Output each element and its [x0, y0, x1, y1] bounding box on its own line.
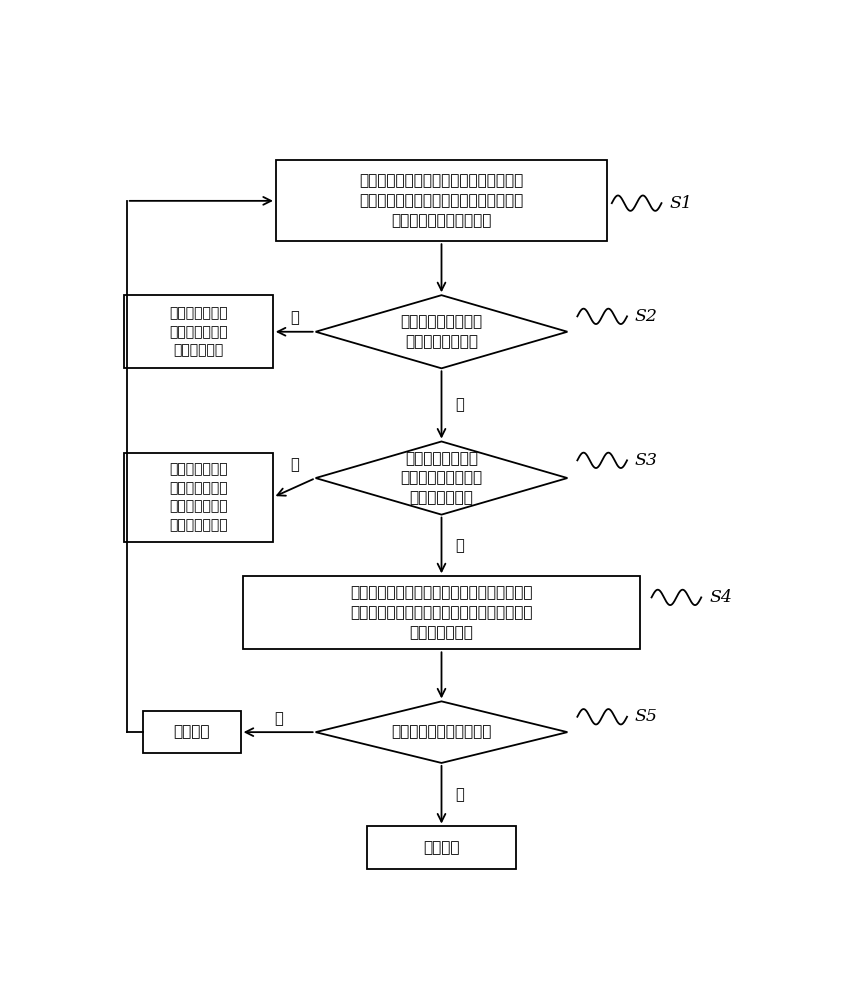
- Bar: [276, 160, 607, 241]
- Text: 下一样品: 下一样品: [174, 725, 210, 740]
- Polygon shape: [315, 441, 568, 515]
- Text: 在电化学伏安法
参数中补偿该参
考电位偏移量: 在电化学伏安法 参数中补偿该参 考电位偏移量: [169, 306, 227, 357]
- Text: 采用清洁电极的
电化学伏安法参
数运行电化学伏
安法以清洁电极: 采用清洁电极的 电化学伏安法参 数运行电化学伏 安法以清洁电极: [169, 463, 227, 532]
- Polygon shape: [315, 701, 568, 763]
- Text: 在纯镀液中，采用指定参数运行电化学伏
安法，从电势、电流及时间数据中得出参
考电位偏移量及剥离电量: 在纯镀液中，采用指定参数运行电化学伏 安法，从电势、电流及时间数据中得出参 考电…: [359, 174, 523, 228]
- Text: 剥离电量与其标准
值之间的误差是否大
于第二预设阈值: 剥离电量与其标准 值之间的误差是否大 于第二预设阈值: [400, 451, 482, 505]
- Bar: [143, 711, 241, 753]
- Text: S2: S2: [635, 308, 657, 325]
- Bar: [124, 295, 273, 368]
- Text: 参考电位偏移量是否
大于第一预设阈值: 参考电位偏移量是否 大于第一预设阈值: [400, 314, 482, 349]
- Text: 结束分析: 结束分析: [423, 840, 460, 855]
- Text: S5: S5: [635, 708, 657, 725]
- Text: 否: 否: [456, 397, 464, 412]
- Text: 是: 是: [274, 711, 282, 726]
- Polygon shape: [315, 295, 568, 368]
- Text: 是: 是: [290, 457, 298, 472]
- Text: 否: 否: [456, 538, 464, 553]
- Bar: [367, 826, 516, 869]
- Text: S4: S4: [709, 589, 732, 606]
- Bar: [243, 576, 640, 649]
- Text: 是否有下一个样品待分析: 是否有下一个样品待分析: [392, 725, 492, 740]
- Text: S1: S1: [669, 195, 693, 212]
- Text: 是: 是: [290, 310, 298, 325]
- Text: 采用分析样品的电化学伏安法参数运行所述电
化学伏安法活化电极后，运行所述电化学伏安
法分析样品浓度: 采用分析样品的电化学伏安法参数运行所述电 化学伏安法活化电极后，运行所述电化学伏…: [351, 585, 533, 640]
- Bar: [124, 453, 273, 542]
- Text: S3: S3: [635, 452, 657, 469]
- Text: 否: 否: [456, 787, 464, 802]
